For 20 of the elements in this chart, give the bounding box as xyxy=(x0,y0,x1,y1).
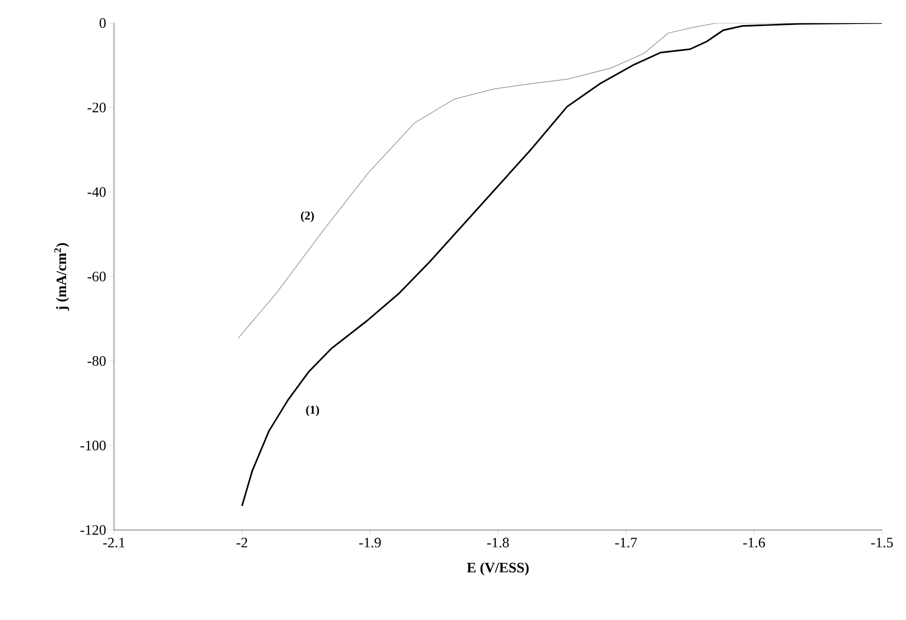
y-tick-label: -120 xyxy=(80,525,106,535)
y-tick-label: -20 xyxy=(88,102,106,112)
x-tick-label: -1.5 xyxy=(871,538,893,548)
x-tick-label: -2 xyxy=(236,538,248,548)
y-axis-title: j (mA/cm$^{2}$) xyxy=(54,243,70,311)
line-series xyxy=(238,22,882,338)
y-tick-label: 0 xyxy=(100,18,106,28)
series-label: (1) xyxy=(306,405,320,416)
y-tick-label: -40 xyxy=(88,187,106,197)
line-series xyxy=(241,22,882,507)
x-tick-label: -1.8 xyxy=(487,538,509,548)
y-tick-label: -60 xyxy=(88,272,106,282)
x-tick-label: -1.9 xyxy=(359,538,381,548)
series-label: (2) xyxy=(300,211,314,222)
x-tick-label: -2.1 xyxy=(103,538,124,548)
y-tick-label: -80 xyxy=(88,356,106,366)
x-tick-label: -1.6 xyxy=(743,538,765,548)
x-tick-label: -1.7 xyxy=(615,538,637,548)
x-axis-title: E (V/ESS) xyxy=(466,562,529,576)
y-tick-label: -100 xyxy=(80,440,106,450)
